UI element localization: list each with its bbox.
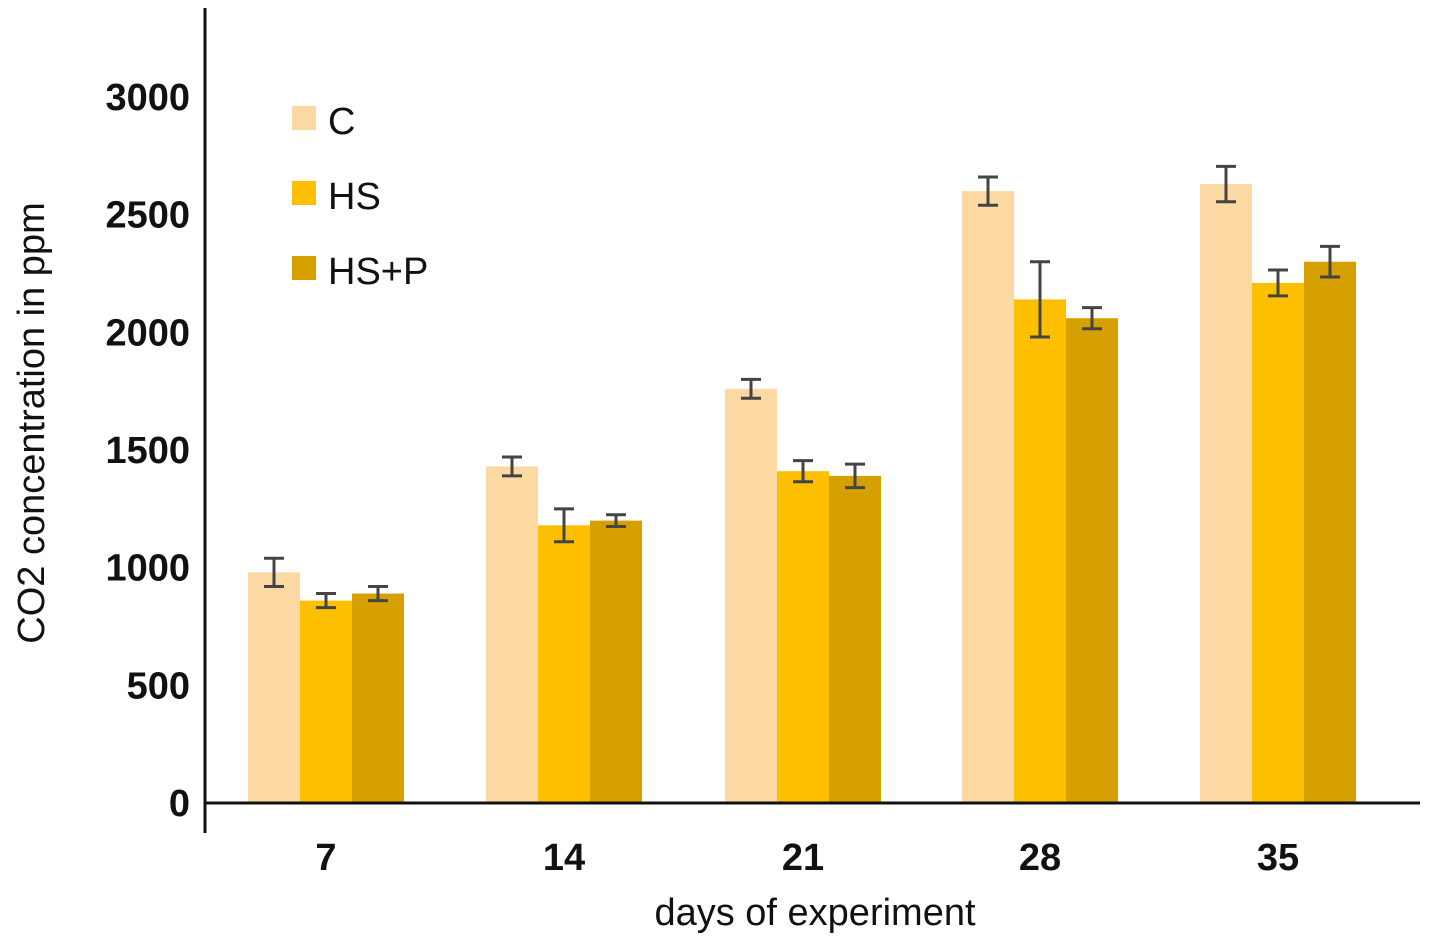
error-bar xyxy=(316,592,336,610)
y-axis-title: CO2 concentration in ppm xyxy=(11,202,53,643)
y-tick-label: 0 xyxy=(169,783,190,825)
x-tick-label: 7 xyxy=(315,837,336,879)
legend-label: C xyxy=(328,101,355,143)
error-bar xyxy=(741,377,761,400)
bar-hs-day-21 xyxy=(777,471,829,803)
legend-swatch xyxy=(292,181,316,205)
y-tick-label: 3000 xyxy=(105,77,190,119)
bar-hs-plus-p-day-21 xyxy=(829,475,881,803)
error-bar xyxy=(1268,268,1288,298)
bar-hs-plus-p-day-35 xyxy=(1304,261,1356,803)
x-tick-label: 14 xyxy=(543,837,585,879)
bar-c-day-14 xyxy=(486,466,538,803)
x-tick-label: 35 xyxy=(1257,837,1299,879)
error-bar xyxy=(793,459,813,484)
bar-c-day-7 xyxy=(248,572,300,803)
error-bar xyxy=(1082,306,1102,331)
error-bar xyxy=(606,513,626,528)
y-tick-labels: 0 500 1000 1500 2000 2500 3000 xyxy=(105,77,190,825)
error-bar xyxy=(845,462,865,490)
error-bar xyxy=(1030,260,1050,339)
bar-c-day-35 xyxy=(1200,184,1252,803)
error-bar xyxy=(1320,244,1340,279)
bars-layer xyxy=(248,184,1356,804)
error-bar xyxy=(978,175,998,207)
bar-hs-day-7 xyxy=(300,600,352,803)
x-axis-title: days of experiment xyxy=(654,892,975,934)
x-tick-label: 21 xyxy=(782,837,824,879)
bar-hs-plus-p-day-14 xyxy=(590,520,642,803)
legend-swatch xyxy=(292,256,316,280)
error-bar xyxy=(368,584,388,603)
bar-hs-day-14 xyxy=(538,525,590,803)
legend-swatch xyxy=(292,106,316,130)
legend-label: HS xyxy=(328,176,381,218)
y-tick-label: 500 xyxy=(127,665,190,707)
legend: C HS HS+P xyxy=(292,101,428,293)
legend-item: HS+P xyxy=(292,251,428,293)
error-bar xyxy=(264,556,284,588)
legend-item: C xyxy=(292,101,355,143)
bar-c-day-21 xyxy=(725,388,777,803)
bar-hs-plus-p-day-7 xyxy=(352,593,404,803)
bar-hs-day-35 xyxy=(1252,282,1304,803)
y-tick-label: 2000 xyxy=(105,312,190,354)
y-tick-label: 2500 xyxy=(105,195,190,237)
bar-hs-plus-p-day-28 xyxy=(1066,318,1118,803)
error-bar xyxy=(1216,164,1236,204)
y-tick-label: 1000 xyxy=(105,548,190,590)
bar-c-day-28 xyxy=(962,191,1014,804)
y-tick-label: 1500 xyxy=(105,430,190,472)
legend-label: HS+P xyxy=(328,251,428,293)
x-tick-label: 28 xyxy=(1019,837,1061,879)
error-bar xyxy=(502,455,522,478)
error-bar xyxy=(554,507,574,544)
error-bars-layer xyxy=(264,164,1340,610)
x-tick-labels: 7 14 21 28 35 xyxy=(315,837,1299,879)
legend-item: HS xyxy=(292,176,381,218)
bar-hs-day-28 xyxy=(1014,299,1066,803)
